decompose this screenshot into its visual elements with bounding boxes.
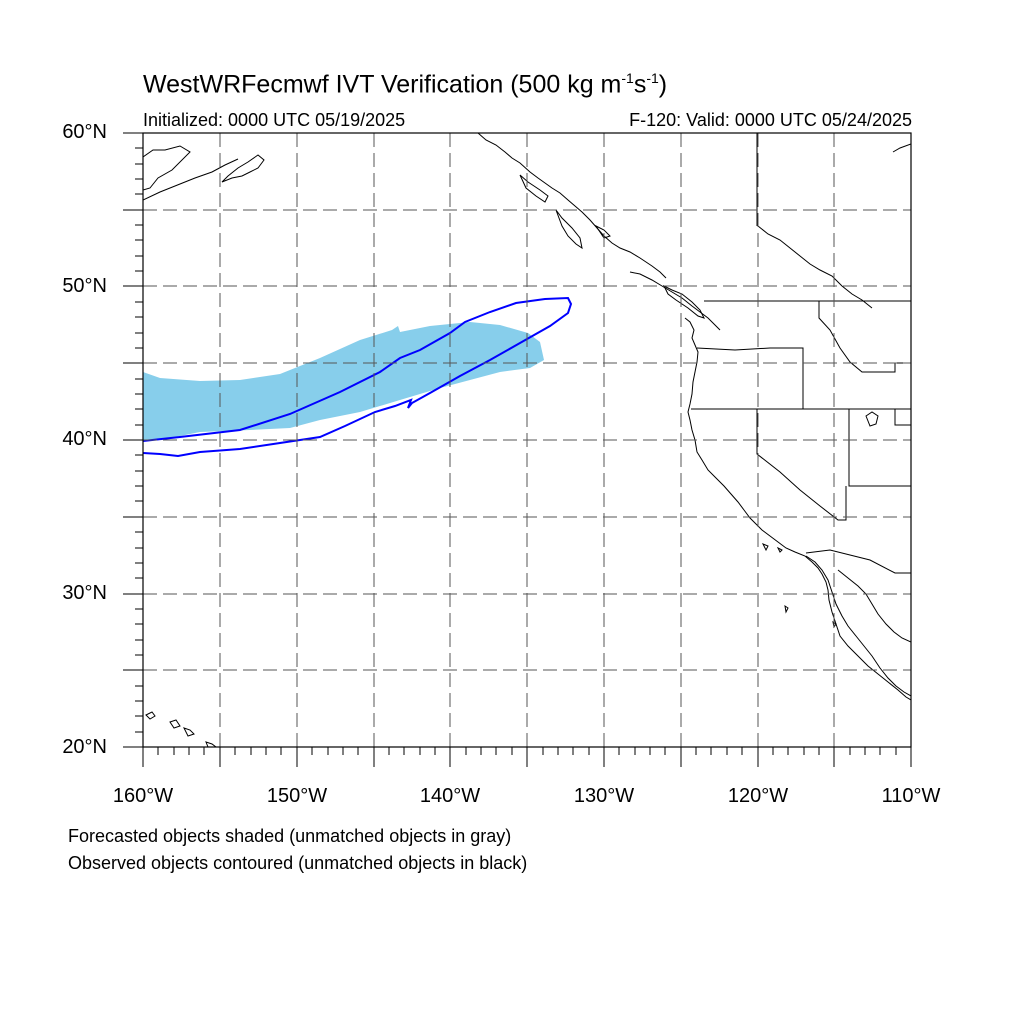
lon-label-140w: 140°W xyxy=(419,785,481,807)
lon-label-130w: 130°W xyxy=(573,785,635,807)
axis-ticks xyxy=(123,132,912,767)
lon-label-160w: 160°W xyxy=(112,785,174,807)
forecast-ivt-object xyxy=(143,322,544,441)
lat-label-30n: 30°N xyxy=(62,582,107,604)
graticule xyxy=(143,133,911,747)
valid-time: F-120: Valid: 0000 UTC 05/24/2025 xyxy=(629,110,912,130)
lat-label-40n: 40°N xyxy=(62,428,107,450)
lon-label-120w: 120°W xyxy=(727,785,789,807)
lon-label-150w: 150°W xyxy=(266,785,328,807)
lat-label-60n: 60°N xyxy=(62,121,107,143)
lon-label-110w: 110°W xyxy=(881,785,941,807)
coastlines xyxy=(143,133,911,747)
map-title: WestWRFecmwf IVT Verification (500 kg m-… xyxy=(143,70,668,99)
lat-label-20n: 20°N xyxy=(62,736,107,758)
legend-observed-note: Observed objects contoured (unmatched ob… xyxy=(68,853,528,873)
initialized-time: Initialized: 0000 UTC 05/19/2025 xyxy=(143,110,406,130)
legend-forecast-note: Forecasted objects shaded (unmatched obj… xyxy=(68,826,512,846)
lat-label-50n: 50°N xyxy=(62,275,107,297)
